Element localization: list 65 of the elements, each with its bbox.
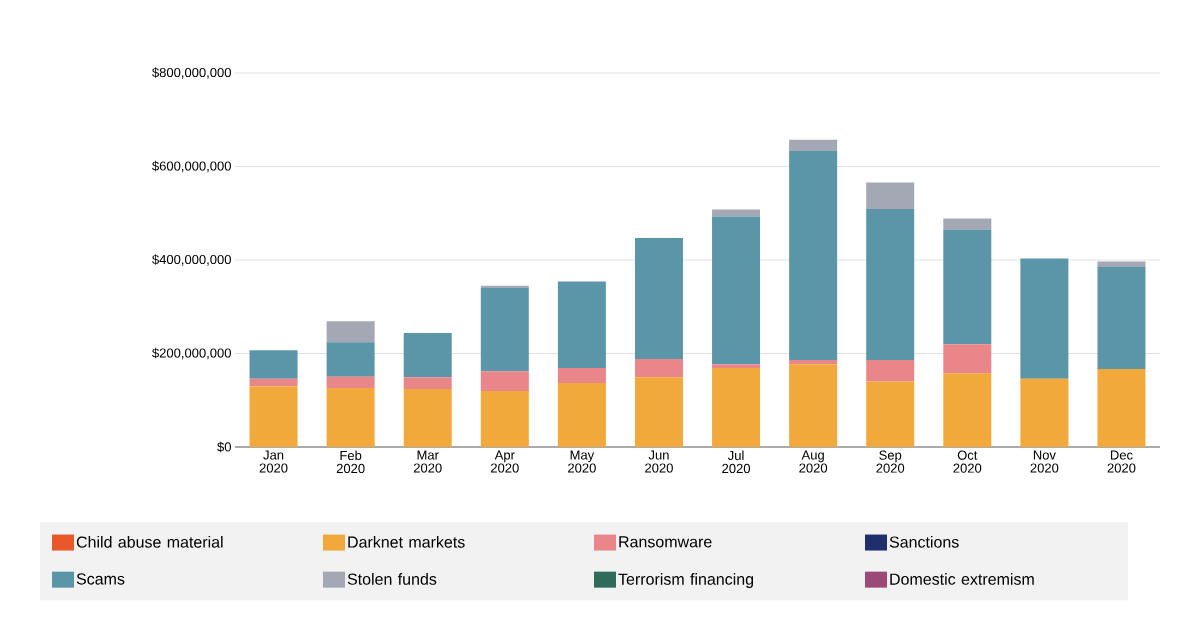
bar	[943, 344, 992, 374]
x-tick-label: Jan 2020	[259, 450, 288, 473]
x-tick-label: Mar 2020	[413, 450, 442, 473]
bar	[712, 367, 761, 447]
bar	[789, 360, 838, 365]
bar	[789, 364, 838, 447]
bar	[326, 342, 375, 377]
bar	[866, 209, 915, 361]
legend-label: Scams	[76, 573, 125, 585]
bar	[480, 390, 529, 447]
legend-label: Domestic extremism	[890, 573, 1034, 585]
x-tick-label: Sep 2020	[876, 450, 905, 473]
bar	[1097, 261, 1146, 268]
legend-label: Darknet markets	[348, 536, 465, 548]
x-tick-label: Nov 2020	[1030, 450, 1059, 473]
y-tick-label: $200,000,000	[152, 347, 231, 360]
legend-label: Terrorism financing	[618, 573, 754, 589]
bar	[249, 378, 298, 387]
bar	[943, 218, 992, 230]
bar	[249, 350, 298, 379]
x-tick-label: May 2020	[568, 450, 596, 473]
y-tick-label: $0	[217, 441, 231, 453]
bar	[634, 377, 683, 447]
bar	[326, 376, 375, 389]
bar	[712, 216, 761, 365]
bar	[712, 364, 761, 368]
bar	[1020, 378, 1069, 447]
legend-label: Sanctions	[889, 536, 959, 548]
bar	[557, 367, 606, 383]
bar	[789, 151, 838, 361]
bar	[557, 382, 606, 447]
bar	[1097, 368, 1146, 447]
legend-label: Ransomware	[619, 536, 712, 548]
bar	[480, 371, 529, 391]
bar	[326, 321, 375, 343]
bar	[866, 182, 915, 210]
bar	[1097, 267, 1146, 369]
legend-label: Stolen funds	[347, 573, 437, 585]
x-tick-label: Feb 2020	[336, 450, 365, 474]
bar	[480, 288, 529, 372]
bar	[634, 359, 683, 378]
y-tick-label: $800,000,000	[152, 67, 231, 79]
x-tick-label: Dec 2020	[1107, 450, 1136, 473]
bar	[326, 388, 375, 447]
bar	[943, 373, 992, 447]
bar	[557, 281, 606, 368]
bar	[866, 360, 915, 382]
bar	[403, 332, 452, 378]
bar	[249, 386, 298, 447]
y-tick-label: $400,000,000	[152, 254, 231, 266]
bar	[866, 381, 915, 447]
bar	[634, 238, 683, 360]
bar	[789, 139, 838, 152]
bar	[403, 389, 452, 447]
y-tick-label: $600,000,000	[152, 160, 231, 173]
bar	[943, 229, 992, 345]
x-tick-label: Jul 2020	[722, 450, 750, 474]
x-tick-label: Jun 2020	[645, 450, 673, 473]
x-tick-label: Oct 2020	[953, 450, 982, 473]
x-tick-label: Apr 2020	[491, 450, 519, 473]
bar	[712, 209, 761, 217]
legend-label: Child abuse material	[76, 536, 223, 548]
x-tick-label: Aug 2020	[799, 450, 828, 473]
bar	[403, 377, 452, 390]
bar	[1020, 258, 1069, 379]
